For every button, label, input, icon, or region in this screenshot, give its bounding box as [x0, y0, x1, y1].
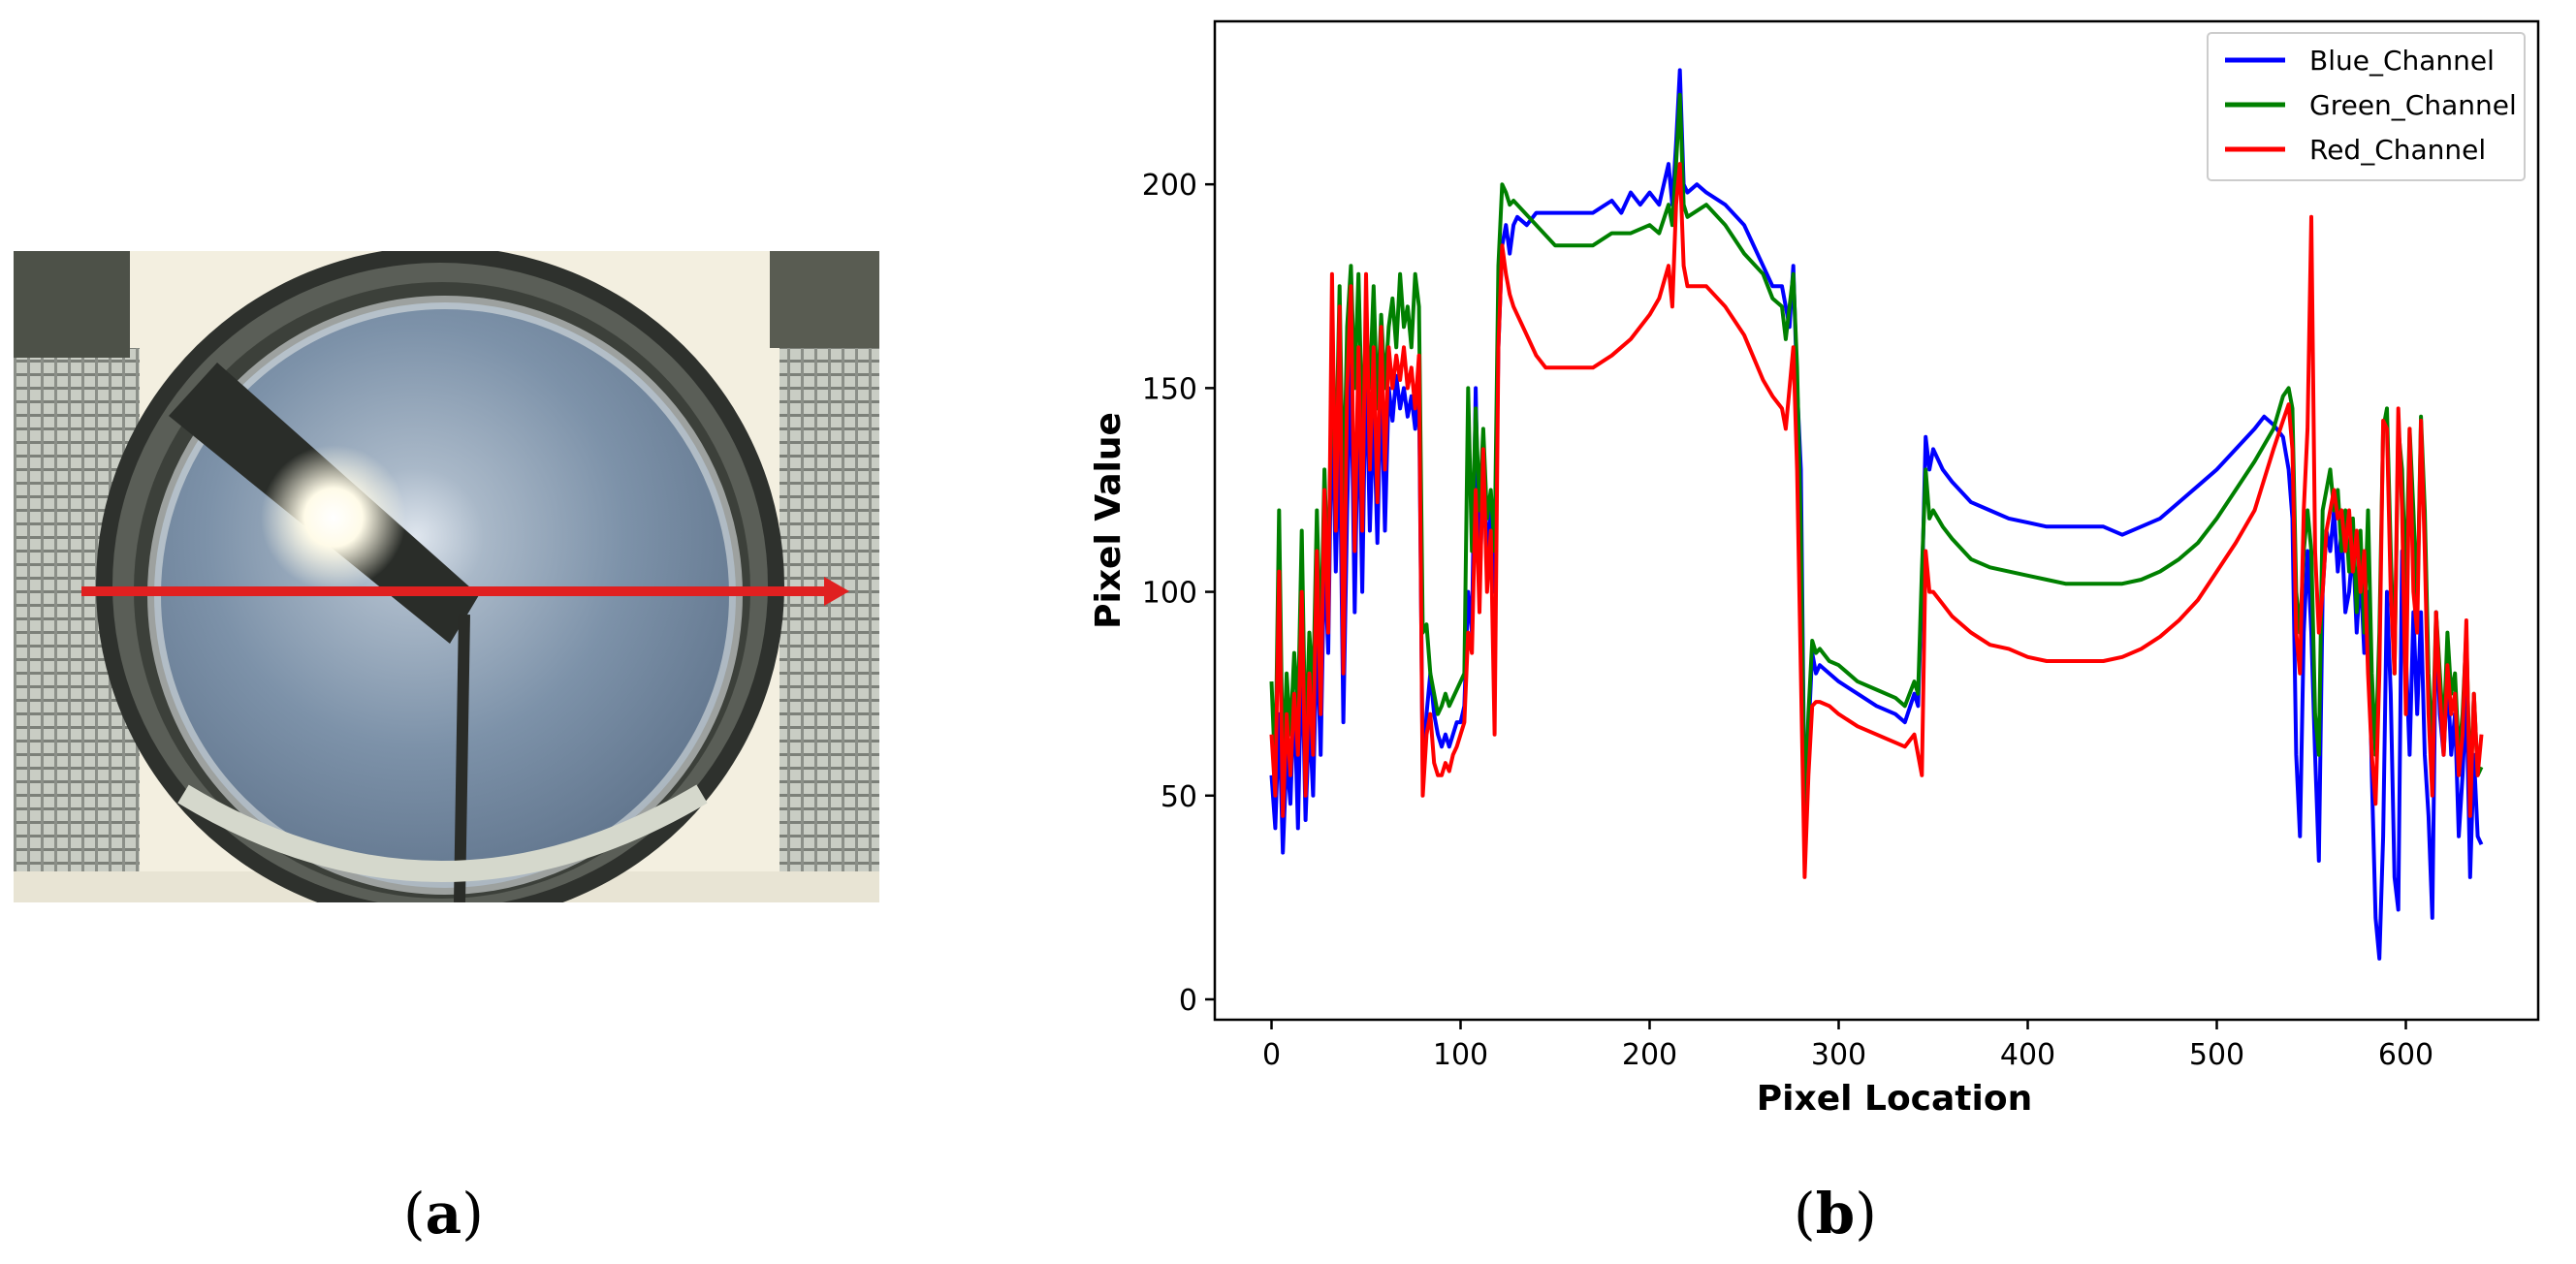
- support-pole: [454, 614, 470, 902]
- x-tick-label: 400: [2000, 1038, 2055, 1072]
- panel-a-label: (a): [403, 1181, 484, 1247]
- x-axis-label: Pixel Location: [1757, 1079, 2032, 1119]
- y-tick-label: 150: [1142, 372, 1197, 406]
- legend: Blue_Channel Green_Channel Red_Channel: [2207, 32, 2526, 181]
- x-tick-label: 300: [1811, 1038, 1866, 1072]
- right-grate: [779, 338, 879, 902]
- plot-lines: [1269, 68, 2484, 961]
- y-tick-label: 50: [1161, 780, 1197, 814]
- red-arrow-head: [824, 577, 849, 606]
- y-ticks: 0 50 100 150 200: [1142, 169, 1215, 1018]
- series-line-red-channel: [1269, 162, 2484, 879]
- legend-box: [2207, 32, 2526, 181]
- legend-label: Red_Channel: [2309, 134, 2486, 166]
- sun: [261, 445, 406, 590]
- x-tick-label: 500: [2189, 1038, 2244, 1072]
- top-left-dark: [14, 251, 130, 358]
- panel-b-letter: b: [1815, 1181, 1856, 1247]
- x-tick-label: 200: [1622, 1038, 1677, 1072]
- top-right-dark: [770, 251, 879, 348]
- y-tick-label: 100: [1142, 577, 1197, 611]
- y-axis-label: Pixel Value: [1089, 412, 1129, 629]
- y-tick-label: 200: [1142, 169, 1197, 203]
- x-tick-label: 100: [1433, 1038, 1488, 1072]
- x-ticks: 0 100 200 300 400 500 600: [1262, 1020, 2433, 1072]
- legend-label: Green_Channel: [2309, 89, 2517, 121]
- bottom-rim: [177, 784, 708, 882]
- x-tick-label: 600: [2378, 1038, 2433, 1072]
- x-tick-label: 0: [1262, 1038, 1281, 1072]
- fisheye-sky-image: [14, 251, 879, 902]
- panel-b-label: (b): [1794, 1181, 1877, 1247]
- legend-label: Blue_Channel: [2309, 45, 2495, 77]
- panel-a-letter: a: [425, 1181, 462, 1247]
- y-tick-label: 0: [1179, 984, 1197, 1018]
